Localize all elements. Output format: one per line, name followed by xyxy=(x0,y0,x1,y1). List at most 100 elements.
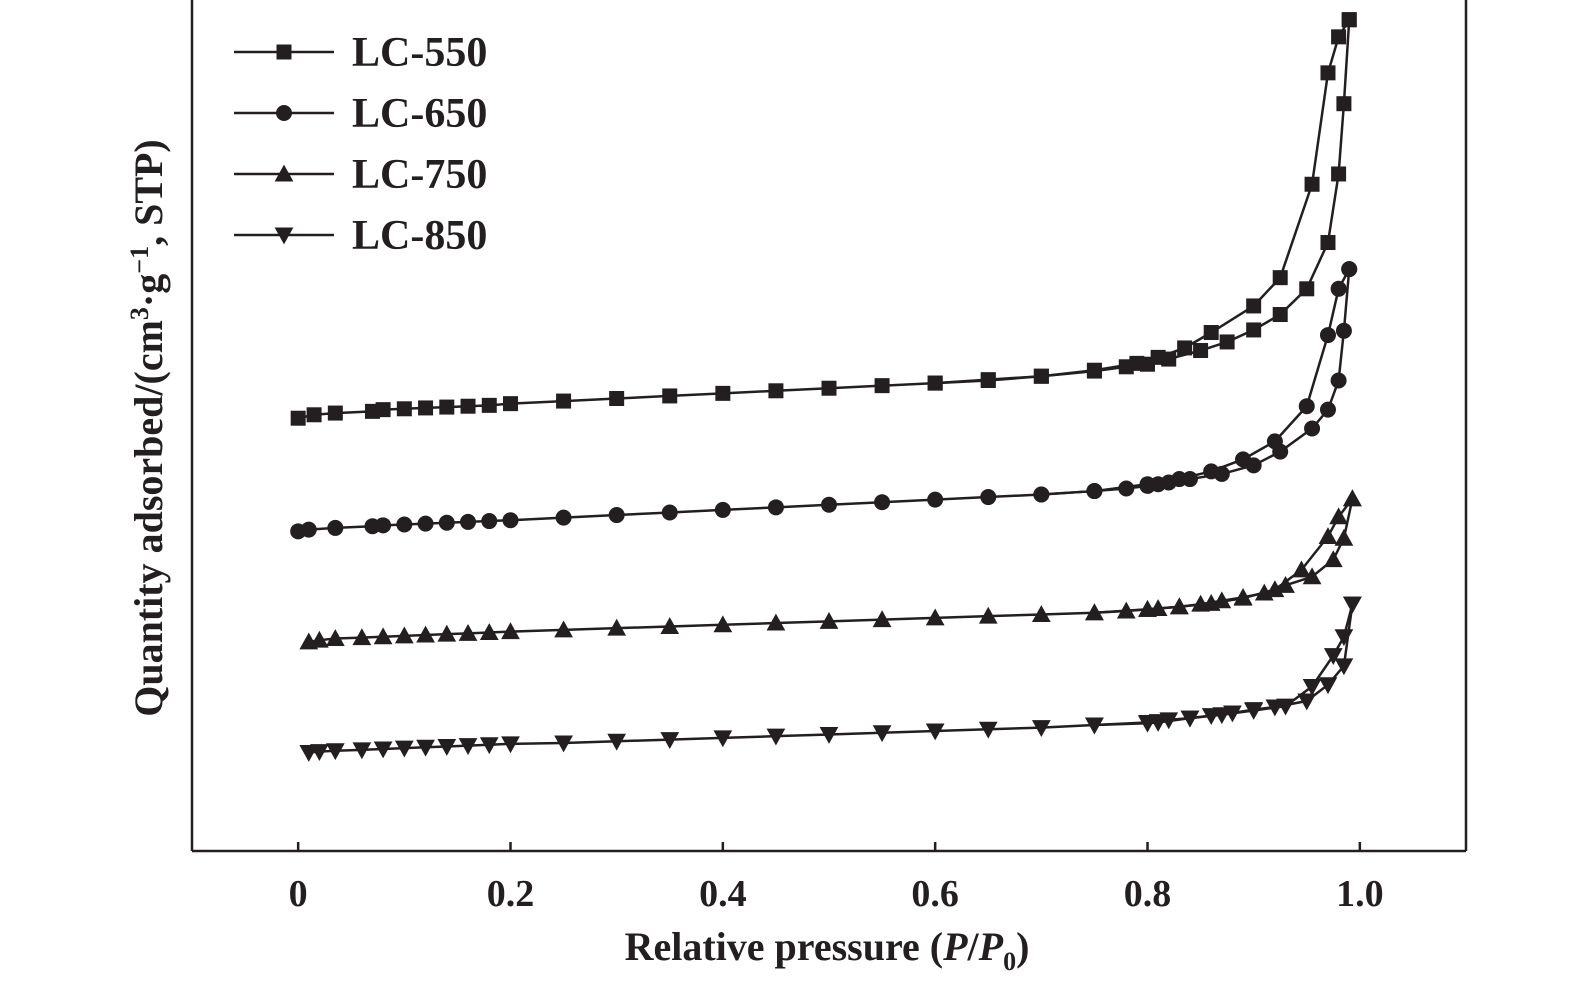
x-axis-title-slash: / xyxy=(967,924,980,969)
lc-650-adsorption-point xyxy=(608,507,625,524)
lc-750-adsorption-point xyxy=(607,618,627,636)
legend-label: LC-550 xyxy=(352,30,487,76)
lc-750-desorption-point xyxy=(1085,603,1104,621)
lc-850-desorption-point xyxy=(1085,717,1104,735)
lc-550-adsorption-point xyxy=(481,397,497,413)
lc-850-adsorption-point xyxy=(1334,658,1354,676)
lc-650-adsorption-point xyxy=(502,512,519,529)
lc-850-desorption-point xyxy=(1212,707,1232,725)
lc-750-adsorption-point xyxy=(819,611,839,629)
lc-550-adsorption-point xyxy=(874,378,890,394)
x-tick-label: 0.2 xyxy=(487,873,535,915)
lc-650-desorption-point xyxy=(1298,398,1315,415)
series-layer xyxy=(290,12,1362,762)
lc-850-adsorption-point xyxy=(1031,720,1051,737)
series-lc-650 xyxy=(290,261,1358,540)
legend-label: LC-750 xyxy=(352,152,487,198)
lc-750-adsorption-point xyxy=(437,624,457,642)
lc-850-adsorption-point xyxy=(819,726,839,744)
lc-650-adsorption-point xyxy=(327,519,344,536)
lc-750-adsorption-point xyxy=(458,623,478,641)
x-tick-label: 1.0 xyxy=(1336,873,1384,915)
lc-750-adsorption-point xyxy=(1276,575,1295,593)
lc-650-adsorption-point xyxy=(767,499,784,516)
lc-550-adsorption-point xyxy=(418,400,434,416)
lc-850-desorption-point xyxy=(1323,648,1343,665)
lc-850-adsorption-point xyxy=(978,721,998,739)
lc-650-adsorption-point xyxy=(714,501,731,518)
x-tick-label: 0.8 xyxy=(1124,873,1172,915)
x-axis-ticks: 0 0.2 0.4 0.6 0.8 1.0 xyxy=(289,842,1384,915)
legend-item-lc-750: LC-750 xyxy=(234,152,487,198)
legend-item-lc-850: LC-850 xyxy=(234,213,487,259)
lc-550-adsorption-point xyxy=(396,401,412,417)
x-axis-title-text: Relative pressure ( xyxy=(625,924,943,969)
lc-850-adsorption-point xyxy=(607,733,627,751)
lc-650-adsorption-point xyxy=(1330,372,1347,389)
lc-750-adsorption-point xyxy=(352,628,372,646)
lc-650-adsorption-point xyxy=(555,509,572,526)
x-tick-label: 0.6 xyxy=(911,873,959,915)
legend-marker xyxy=(276,44,292,60)
lc-750-desorption-point xyxy=(1233,588,1253,606)
y-axis-title-text1: Quantity adsorbed/(cm xyxy=(126,320,171,717)
legend-marker xyxy=(274,227,294,245)
lc-650-desorption-point xyxy=(1341,261,1358,278)
x-axis-title-p: P xyxy=(942,924,968,969)
lc-750-adsorption-point xyxy=(1031,605,1051,622)
lc-550-desorption-point xyxy=(1203,325,1219,341)
lc-550-adsorption-point xyxy=(290,410,306,426)
lc-750-desorption-point xyxy=(1265,580,1285,598)
legend-label: LC-850 xyxy=(352,213,487,259)
lc-650-adsorption-point xyxy=(1319,401,1336,418)
y-axis-title-dot: ·g xyxy=(126,274,171,307)
lc-750-adsorption-point xyxy=(978,606,998,624)
lc-550-adsorption-point xyxy=(715,385,731,401)
lc-850-adsorption-point xyxy=(416,739,435,757)
lc-750-adsorption-point xyxy=(1116,601,1136,619)
lc-750-adsorption-point xyxy=(373,627,393,645)
x-axis-title: Relative pressure (P/P0) xyxy=(625,924,1030,976)
legend-item-lc-550: LC-550 xyxy=(234,30,487,76)
lc-850-desorption-point xyxy=(1180,710,1200,728)
lc-550-adsorption-point xyxy=(662,388,678,404)
lc-850-adsorption-point xyxy=(766,728,786,746)
lc-750-desorption-point xyxy=(1169,597,1189,615)
lc-750-adsorption-point xyxy=(501,622,520,640)
lc-550-adsorption-point xyxy=(556,393,572,409)
series-lc-850 xyxy=(299,596,1362,762)
lc-850-desorption-line xyxy=(1094,603,1354,727)
lc-650-adsorption-point xyxy=(821,496,837,513)
lc-650-adsorption-point xyxy=(396,516,413,533)
x-tick-label: 0 xyxy=(289,873,308,915)
x-axis-title-close: ) xyxy=(1016,924,1029,969)
lc-850-adsorption-point xyxy=(554,735,573,753)
lc-650-adsorption-point xyxy=(927,491,944,508)
lc-550-adsorption-point xyxy=(1272,307,1288,323)
lc-650-adsorption-point xyxy=(1335,322,1352,339)
lc-550-adsorption-point xyxy=(1246,322,1262,338)
lc-550-desorption-line xyxy=(935,19,1351,385)
lc-750-desorption-point xyxy=(1292,560,1311,578)
lc-550-adsorption-point xyxy=(503,396,518,412)
x-axis-title-p0: P xyxy=(978,924,1004,969)
x-tick-label: 0.4 xyxy=(699,873,747,915)
lc-650-desorption-point xyxy=(1319,327,1336,344)
lc-750-adsorption-point xyxy=(660,617,680,634)
lc-550-desorption-point xyxy=(1177,340,1193,356)
lc-850-adsorption-point xyxy=(373,741,393,759)
lc-850-adsorption-point xyxy=(1297,693,1317,711)
lc-550-adsorption-point xyxy=(1336,96,1352,112)
lc-650-adsorption-point xyxy=(417,515,434,532)
lc-550-desorption-point xyxy=(1304,176,1320,192)
lc-550-desorption-point xyxy=(1331,29,1347,45)
lc-650-desorption-point xyxy=(1203,463,1220,480)
x-axis-title-sub0: 0 xyxy=(1003,947,1016,976)
lc-550-adsorption-point xyxy=(1299,281,1315,297)
lc-550-adsorption-point xyxy=(1331,166,1347,182)
legend: LC-550 LC-650 LC-750 LC-850 xyxy=(234,30,487,259)
lc-850-adsorption-point xyxy=(310,744,329,761)
lc-550-desorption-point xyxy=(1086,362,1102,378)
lc-850-desorption-point xyxy=(1334,629,1354,647)
